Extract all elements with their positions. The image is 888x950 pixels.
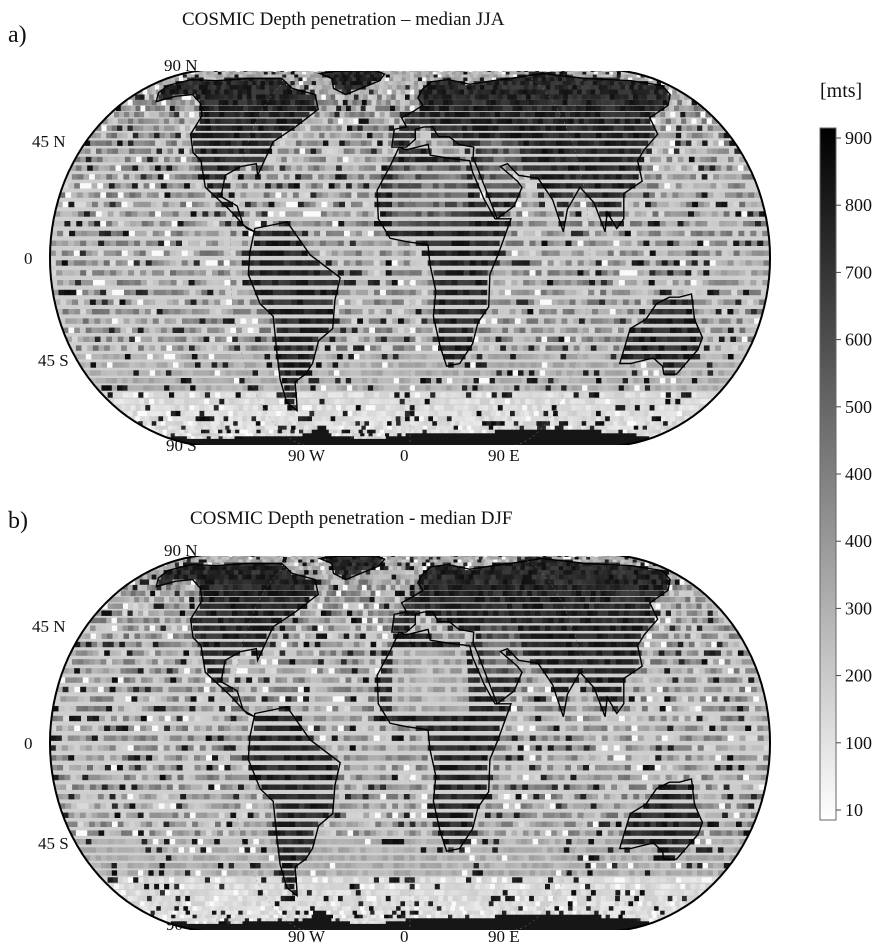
eurasia-coastline	[390, 72, 671, 232]
colorbar-tick-label: 300	[845, 598, 872, 618]
colorbar-tick-label: 400	[845, 531, 872, 551]
colorbar-tick-label: 900	[845, 128, 872, 148]
panel-b-world-map	[48, 556, 772, 930]
colorbar-tick-label: 200	[845, 666, 872, 686]
meridian-line	[229, 556, 305, 930]
north-america-coastline	[155, 77, 319, 233]
colorbar-tick-label: 800	[845, 195, 872, 215]
south-america-coastline	[247, 706, 341, 898]
colorbar-tick-label: 10	[845, 800, 863, 820]
south-america-coastline	[247, 221, 341, 413]
depth-penetration-grid	[50, 71, 770, 445]
africa-coastline	[376, 628, 512, 853]
panel-b-letter: b)	[8, 508, 28, 534]
colorbar-tick-label: 700	[845, 262, 872, 282]
panel-a-title: COSMIC Depth penetration – median JJA	[182, 9, 505, 30]
panel-b-lon-90e: 90 E	[488, 927, 520, 946]
panel-b-title: COSMIC Depth penetration - median DJF	[190, 508, 513, 529]
australia-coastline	[618, 293, 704, 375]
greenland-coastline	[316, 556, 386, 581]
north-america-coastline	[155, 562, 319, 718]
panel-a-world-map	[48, 71, 772, 445]
colorbar-tick-label: 500	[845, 397, 872, 417]
africa-coastline	[376, 143, 512, 368]
colorbar-tick-label: 400	[845, 464, 872, 484]
panel-a-lat-45s: 45 S	[38, 351, 69, 370]
colorbar-gradient	[819, 127, 837, 821]
map-border	[48, 556, 772, 930]
depth-penetration-grid	[50, 556, 770, 930]
map-border	[48, 71, 772, 445]
panel-a-letter: a)	[8, 22, 27, 48]
panel-a-lon-0: 0	[400, 446, 409, 465]
panel-b-lon-0: 0	[400, 927, 409, 946]
eurasia-coastline	[390, 557, 671, 717]
australia-coastline	[618, 778, 704, 860]
panel-a-lat-90n: 90 N	[164, 56, 198, 75]
colorbar-tick-label: 100	[845, 733, 872, 753]
panel-b-lat-0: 0	[24, 734, 33, 753]
colorbar-tick-label: 600	[845, 330, 872, 350]
panel-a-lon-90e: 90 E	[488, 446, 520, 465]
meridian-line	[229, 71, 305, 445]
panel-a-lat-45n: 45 N	[32, 132, 66, 151]
colorbar-unit-label: [mts]	[820, 80, 863, 102]
panel-b-lon-90w: 90 W	[288, 927, 325, 946]
panel-a-lat-0: 0	[24, 249, 33, 268]
meridian-line	[515, 556, 591, 930]
panel-a-lon-90w: 90 W	[288, 446, 325, 465]
greenland-coastline	[316, 71, 386, 96]
panel-b-lat-45s: 45 S	[38, 834, 69, 853]
meridian-line	[515, 71, 591, 445]
panel-b-lat-45n: 45 N	[32, 617, 66, 636]
colorbar: 900 800 700 600 500 400 400 300 200 100 10	[819, 127, 872, 821]
panel-b-lat-90n: 90 N	[164, 541, 198, 560]
